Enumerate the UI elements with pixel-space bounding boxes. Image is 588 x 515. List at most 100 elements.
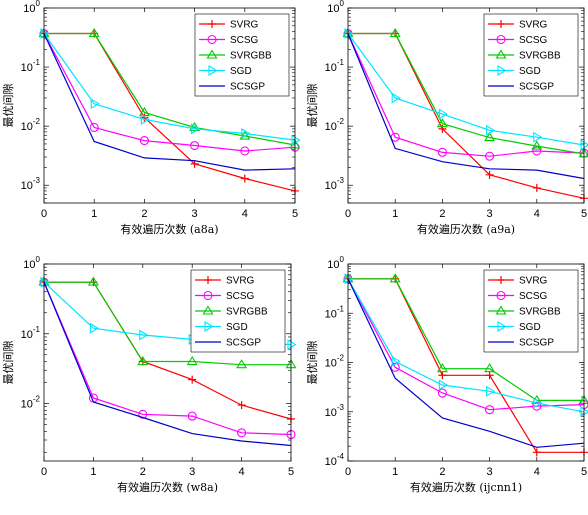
y-tick-label: 100 [23,255,40,271]
legend-marker [497,276,505,284]
data-point-svrg [485,371,494,380]
x-tick-label: 0 [345,466,351,478]
y-tick-label: 100 [23,0,40,15]
legend-entry-svrgbb: SVRGBB [230,51,272,62]
series-line-sgd [347,33,585,146]
data-point-svrg [532,448,541,457]
data-point-sgd [90,98,100,110]
legend-marker [495,305,507,315]
y-tick-label: 10-1 [21,325,41,341]
legend-marker [496,34,506,45]
data-point-sgd [486,124,496,136]
y-axis-label: 最优间隙 [1,84,15,128]
data-point-scsg [532,401,542,411]
legend-entry-svrg: SVRG [519,20,548,31]
data-point-sgd [533,397,543,409]
data-point-sgd [391,92,401,104]
legend-entry-svrg: SVRG [519,276,548,287]
data-point-sgd [533,131,543,143]
legend-marker [497,65,507,76]
legend-entry-svrgbb: SVRGBB [519,307,561,318]
data-point-svrg [237,401,246,410]
series-line-sgd [43,33,296,141]
data-point-sgd [139,329,149,341]
data-point-scsg [187,411,197,421]
y-axis-label: 最优间隙 [305,341,319,385]
data-point-sgd [89,322,99,334]
plot-frame [43,263,292,462]
data-point-scsg [485,151,495,161]
data-point-sgd [391,355,401,367]
x-tick-label: 5 [581,208,587,220]
legend-entry-scsgp: SCSGP [519,82,554,93]
legend-entry-scsgp: SCSGP [230,82,265,93]
data-point-sgd [438,379,448,391]
data-point-svrgbb [87,276,99,286]
x-tick-label: 2 [141,208,147,220]
data-point-sgd [287,339,297,351]
x-tick-label: 3 [192,208,198,220]
x-tick-label: 2 [140,466,146,478]
legend: SVRG SCSG SVRGBB SGD SCSGP [190,269,286,353]
plot-frame [43,7,296,204]
x-tick-label: 1 [91,208,97,220]
data-point-svrgbb [137,355,149,366]
legend-entry-scsg: SCSG [226,291,255,302]
data-point-scsg [485,405,495,415]
series-line-scsgp [347,33,585,180]
legend-entry-scsg: SCSG [230,35,259,46]
legend-marker [497,321,507,332]
y-tick-label: 10-2 [21,395,41,411]
data-point-scsg [532,146,542,156]
data-point-sgd [140,113,150,125]
legend-entry-sgd: SGD [226,322,248,333]
legend-marker [208,65,218,76]
data-point-svrg [188,375,197,384]
legend-entry-scsg: SCSG [519,291,548,302]
legend-marker [202,305,214,315]
data-point-svrgbb [389,273,401,283]
legend-entry-svrgbb: SVRGBB [519,51,561,62]
x-tick-label: 2 [439,208,445,220]
series-line-svrgbb [348,32,585,155]
legend-entry-scsg: SCSG [519,35,548,46]
data-point-svrgbb [436,363,448,373]
y-tick-label: 10-1 [325,58,345,74]
chart-panel-2: 10-3 10-2 10-1 100 0 1 2 3 4 5 SVRG SCSG SVRGBB SGD SC… [305,0,588,236]
legend-entry-scsgp: SCSGP [226,338,261,349]
data-point-svrgbb [189,121,201,132]
series-line-svrgbb [44,281,291,366]
x-tick-label: 5 [288,466,294,478]
x-tick-label: 4 [239,466,245,478]
y-tick-label: 100 [327,0,344,15]
legend-marker [496,290,506,301]
legend-entry-svrgbb: SVRGBB [226,307,268,318]
data-point-svrgbb [389,27,401,38]
legend: SVRG SCSG SVRGBB SGD SCSGP [483,269,579,353]
data-point-sgd [580,406,588,418]
y-axis-label: 最优间隙 [305,84,319,128]
y-tick-label: 100 [327,255,344,271]
plot-frame [347,263,585,462]
legend-marker [208,20,216,28]
legend: SVRG SCSG SVRGBB SGD SCSGP [194,13,290,97]
data-point-svrgbb [88,27,100,38]
data-point-svrg [438,371,447,380]
x-tick-label: 3 [487,208,493,220]
data-point-svrgbb [484,132,496,142]
data-point-sgd [486,385,496,397]
data-point-scsg [237,428,247,438]
series-line-scsgp [43,281,292,447]
x-tick-label: 1 [392,466,398,478]
legend-entry-sgd: SGD [519,66,541,77]
data-point-sgd [291,134,301,146]
series-line-scsg [347,278,585,411]
y-axis-label: 最优间隙 [1,341,15,385]
x-tick-label: 3 [487,466,493,478]
y-tick-label: 10-3 [325,176,345,192]
legend-entry-svrg: SVRG [226,276,255,287]
x-tick-label: 5 [292,208,298,220]
data-point-scsg [240,146,250,156]
series-line-scsg [43,281,292,436]
